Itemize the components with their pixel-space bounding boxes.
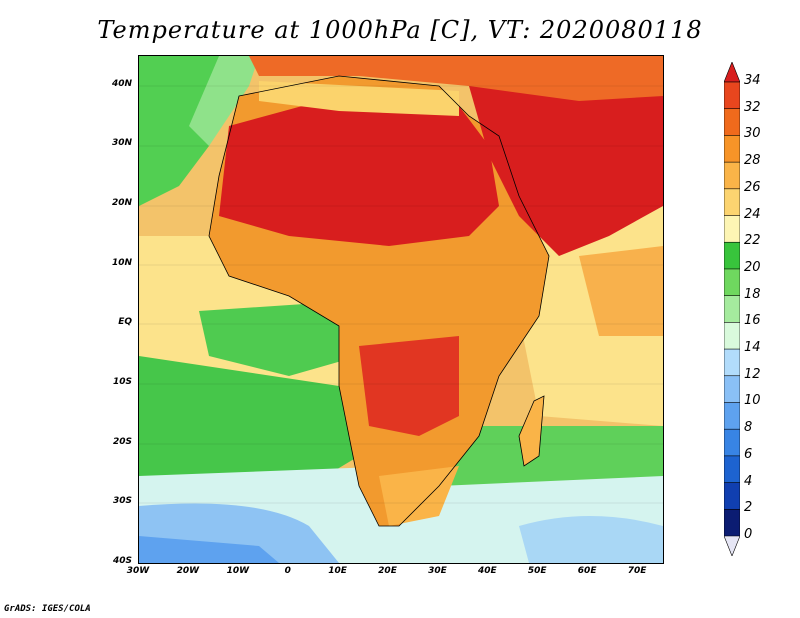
colorbar — [724, 62, 740, 556]
colorbar-tick-label: 28 — [744, 153, 761, 169]
lat-tick-label: 40N — [111, 78, 132, 89]
colorbar-swatch — [724, 535, 740, 556]
gulf-of-guinea-green — [199, 301, 359, 376]
lon-tick-label: 20W — [176, 566, 200, 576]
colorbar-swatch — [724, 241, 740, 270]
lat-tick-label: EQ — [118, 317, 132, 328]
southeast-ocean-blue — [519, 516, 663, 563]
colorbar-swatch — [724, 108, 740, 137]
colorbar-swatch — [724, 402, 740, 430]
sahara-hot — [219, 96, 499, 246]
colorbar-tick-label: 6 — [744, 446, 753, 462]
colorbar-tick-label: 30 — [744, 126, 761, 142]
colorbar-tick-label: 18 — [744, 286, 761, 302]
lon-tick-label: 10W — [226, 566, 250, 576]
colorbar-swatch — [724, 81, 740, 110]
europe-orange — [249, 56, 663, 101]
lat-tick-label: 40S — [112, 556, 132, 566]
arabia-hot — [469, 76, 663, 256]
lon-tick-label: 20E — [378, 566, 397, 576]
colorbar-swatch — [724, 135, 740, 163]
lat-tick-label: 10N — [111, 257, 132, 268]
south-ocean-blue2 — [139, 536, 279, 563]
lon-tick-label: 70E — [627, 566, 647, 576]
lon-tick-label: 0 — [284, 566, 291, 576]
lon-tick-label: 10E — [328, 566, 347, 576]
colorbar-tick-label: 24 — [744, 206, 761, 222]
mediterranean-yellow — [259, 81, 459, 116]
lat-tick-label: 30N — [111, 138, 132, 149]
colorbar-swatch — [724, 62, 740, 83]
lon-tick-label: 50E — [527, 566, 547, 576]
lat-tick-label: 20N — [111, 198, 132, 209]
colorbar-swatch — [724, 428, 740, 457]
southern-africa-hot — [359, 336, 459, 436]
colorbar-tick-label: 14 — [744, 340, 761, 356]
arabian-sea-orange — [579, 246, 663, 336]
colorbar-tick-label: 20 — [744, 259, 761, 275]
colorbar-swatch — [724, 348, 740, 377]
africa-coastline — [208, 75, 550, 527]
colorbar-swatch — [724, 375, 740, 404]
colorbar-swatch — [724, 268, 740, 297]
colorbar-tick-label: 8 — [744, 420, 753, 436]
colorbar-tick-label: 22 — [744, 233, 761, 249]
colorbar-swatch — [724, 322, 740, 350]
colorbar-swatch — [724, 188, 740, 217]
colorbar-swatch — [724, 295, 740, 324]
south-africa-cool — [379, 466, 459, 526]
lon-tick-label: 60E — [577, 566, 597, 576]
colorbar-tick-label: 12 — [744, 366, 761, 382]
credit-text: GrADS: IGES/COLA — [4, 604, 91, 614]
lat-tick-label: 20S — [112, 436, 132, 447]
lon-tick-label: 30W — [126, 566, 150, 576]
colorbar-tick-label: 26 — [744, 179, 761, 195]
madagascar — [518, 395, 545, 467]
colorbar-tick-label: 0 — [744, 527, 753, 542]
colorbar-tick-label: 2 — [744, 500, 753, 516]
lat-tick-label: 30S — [112, 496, 132, 507]
colorbar-swatch — [724, 508, 740, 537]
lat-tick-label: 10S — [112, 377, 132, 388]
colorbar-tick-label: 32 — [744, 99, 761, 115]
south-atlantic-green — [139, 356, 359, 486]
lon-tick-label: 40E — [477, 566, 497, 576]
colorbar-tick-label: 10 — [744, 393, 761, 409]
colorbar-swatch — [724, 215, 740, 244]
colorbar-tick-label: 34 — [744, 73, 761, 88]
colorbar-swatch — [724, 482, 740, 511]
map-title: Temperature at 1000hPa [C], VT: 20200801… — [97, 16, 703, 44]
temperature-map — [138, 55, 664, 564]
colorbar-swatch — [724, 455, 740, 484]
lon-tick-label: 30E — [428, 566, 447, 576]
colorbar-swatch — [724, 161, 740, 190]
atlantic-light-green — [189, 56, 259, 146]
colorbar-tick-label: 16 — [744, 313, 761, 329]
colorbar-tick-label: 4 — [744, 473, 753, 489]
